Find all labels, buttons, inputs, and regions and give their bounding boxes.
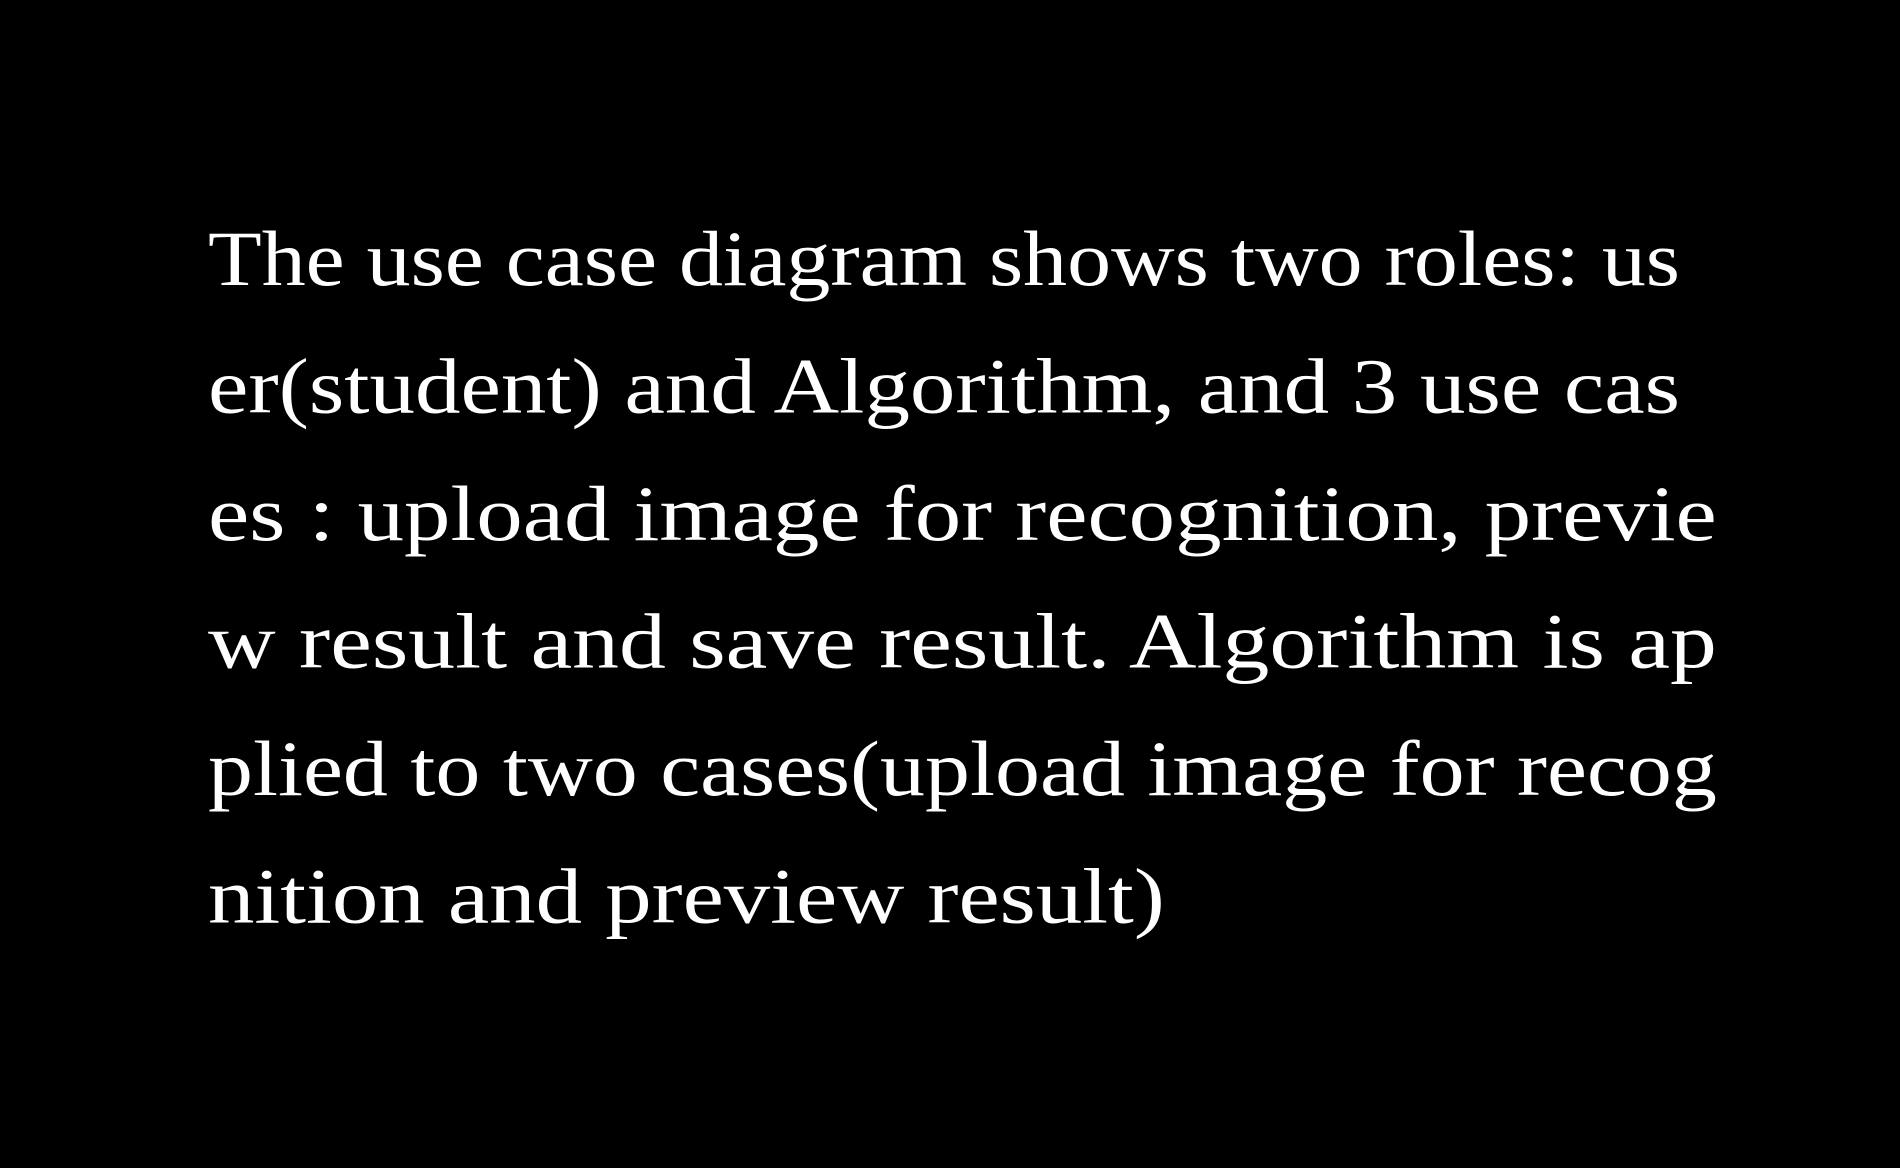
text-line: er(student) and Algorithm, and 3 use cas xyxy=(208,343,1680,430)
text-block: The use case diagram shows two roles: us… xyxy=(208,215,1717,940)
text-line: plied to two cases(upload image for reco… xyxy=(208,725,1717,812)
text-line: w result and save result. Algorithm is a… xyxy=(208,598,1717,685)
text-line: The use case diagram shows two roles: us xyxy=(208,215,1680,302)
text-line: nition and preview result) xyxy=(208,853,1165,940)
text-line: es : upload image for recognition, previ… xyxy=(208,470,1717,557)
